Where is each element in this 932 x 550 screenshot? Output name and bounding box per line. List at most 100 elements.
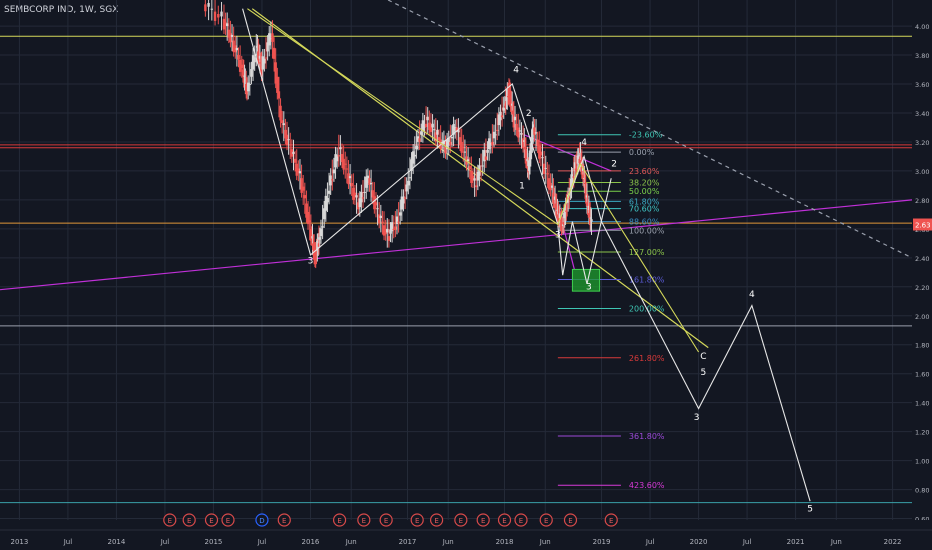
- wave-label: 3: [694, 413, 700, 423]
- candle-body: [544, 167, 547, 169]
- candle-body: [315, 254, 318, 256]
- candle-body: [282, 123, 285, 126]
- candle-body: [452, 123, 455, 135]
- candle-body: [225, 23, 229, 27]
- candle-body: [395, 216, 399, 225]
- candle-body: [506, 89, 509, 99]
- candle-body: [303, 195, 307, 199]
- candle-body: [272, 47, 276, 59]
- candle-body: [237, 55, 240, 60]
- white-wave-path: [242, 8, 811, 502]
- candle-body: [429, 125, 433, 133]
- candle-body: [518, 130, 522, 132]
- event-marker: [563, 513, 578, 527]
- fib-level-label: 161.80%: [629, 276, 665, 285]
- candle-body: [261, 56, 264, 70]
- candle-body: [235, 47, 239, 51]
- candle-body: [355, 195, 358, 198]
- event-marker-label: E: [459, 517, 463, 525]
- candle-body: [558, 213, 562, 219]
- candle-body: [563, 210, 566, 219]
- event-marker-label: E: [168, 517, 172, 525]
- candle-body: [489, 143, 492, 146]
- candle-body: [340, 154, 344, 163]
- price-tick-label: 3.20: [915, 139, 929, 147]
- candle-body: [471, 175, 475, 181]
- price-tick-label: 1.80: [915, 342, 929, 350]
- price-tick-label: 2.20: [915, 284, 929, 292]
- candle-body: [402, 196, 405, 204]
- candle-body: [257, 55, 261, 63]
- candle-body: [382, 225, 386, 236]
- candle-body: [504, 103, 507, 109]
- candle-body: [329, 175, 332, 186]
- price-axis[interactable]: 4.003.803.603.403.203.002.802.602.402.20…: [912, 0, 932, 524]
- time-tick-label: 2016: [302, 538, 320, 546]
- candle-body: [510, 103, 514, 106]
- candle-body: [557, 216, 561, 222]
- current-price-label: 2.63: [915, 222, 931, 230]
- candle-body: [555, 207, 558, 217]
- time-tick-label: Jul: [257, 538, 267, 546]
- event-marker-label: E: [568, 517, 572, 525]
- price-tick-label: 3.00: [915, 168, 929, 176]
- candle-body: [561, 224, 565, 226]
- wave-labels: 3 4 2 1 3 4 2 3 C 5 3 4 5: [308, 65, 813, 514]
- candle-body: [268, 33, 271, 46]
- candle-body: [410, 159, 413, 171]
- candle-body: [420, 131, 423, 135]
- candle-body: [386, 228, 389, 233]
- candle-body: [538, 145, 541, 159]
- wave-label: 2: [611, 160, 617, 170]
- price-tick-label: 4.00: [915, 23, 929, 31]
- candle-body: [445, 140, 449, 150]
- magenta-support-line: [0, 199, 913, 291]
- candle-body: [508, 91, 511, 93]
- candle-body: [532, 124, 535, 135]
- price-tick-label: 3.80: [915, 52, 929, 60]
- candle-body: [573, 162, 577, 171]
- candle-body: [551, 185, 554, 188]
- candle-body: [517, 127, 520, 138]
- event-marker-label: E: [502, 517, 506, 525]
- candle-body: [413, 154, 416, 157]
- candle-body: [434, 132, 437, 142]
- candle-body: [292, 151, 295, 155]
- candle-body: [590, 219, 593, 222]
- current-price-badge: [913, 218, 932, 231]
- candle-body: [491, 141, 494, 146]
- candle-body: [411, 151, 415, 164]
- candle-body: [587, 205, 591, 211]
- time-axis[interactable]: 2013 Jul 2014 Jul 2015 Jul 2016 Jun 2017 Jun 2018 J…: [0, 520, 932, 550]
- candle-body: [220, 11, 223, 17]
- time-tick-label: 2015: [205, 538, 223, 546]
- candle-body: [579, 160, 583, 164]
- candle-body: [426, 116, 429, 121]
- candle-body: [523, 146, 527, 150]
- candle-body: [366, 175, 370, 183]
- candle-body: [577, 155, 580, 162]
- candle-body: [416, 136, 420, 142]
- candle-body: [311, 236, 314, 239]
- candle-body: [466, 159, 470, 162]
- candle-body: [250, 69, 253, 77]
- candle-body: [583, 177, 586, 179]
- candle-body: [492, 131, 496, 139]
- dashed-trend-line: [387, 0, 913, 259]
- time-tick-label: 2013: [10, 538, 28, 546]
- candle-body: [234, 45, 237, 53]
- candle-body: [481, 165, 484, 167]
- candle-body: [337, 155, 340, 157]
- candle-body: [487, 138, 491, 150]
- time-tick-label: 2019: [593, 538, 611, 546]
- candle-body: [210, 8, 214, 10]
- candle-body: [251, 55, 255, 70]
- candle-body: [423, 125, 426, 128]
- candle-body: [513, 116, 517, 121]
- candle-body: [390, 222, 394, 232]
- candle-body: [358, 198, 361, 208]
- candle-body: [571, 177, 574, 182]
- candle-body: [497, 114, 501, 126]
